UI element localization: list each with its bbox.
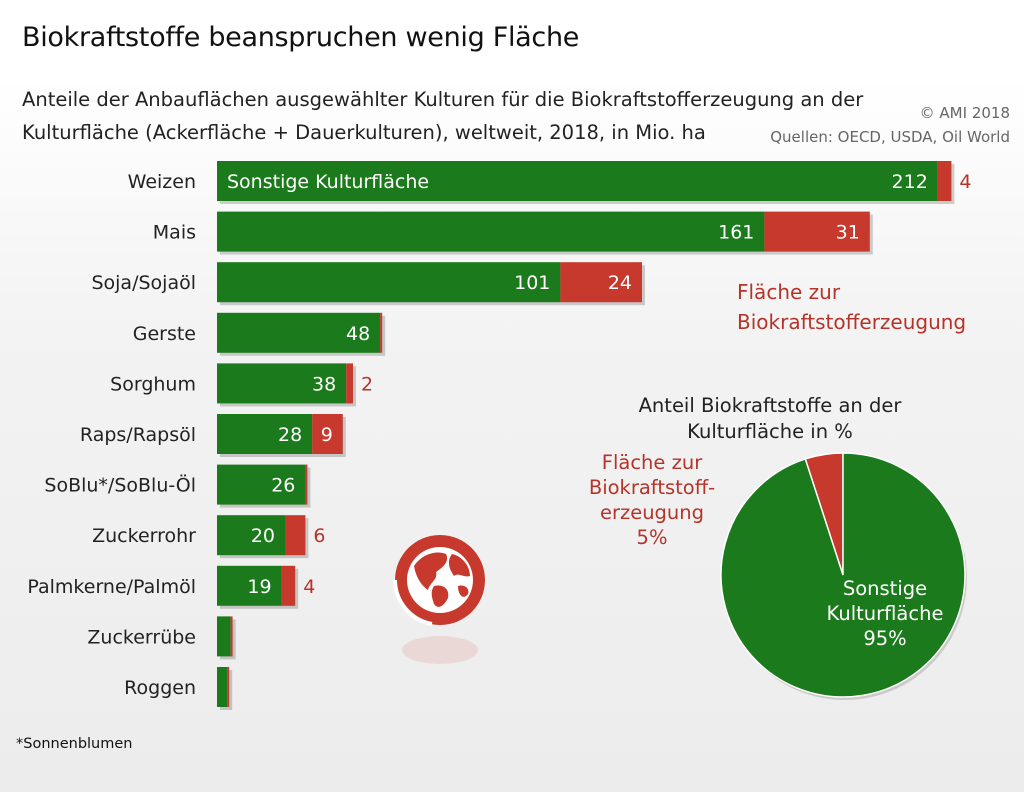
bar-biofuel-area [560, 262, 642, 303]
bar-row: Sorghum 38 2 [110, 363, 373, 407]
bar-other-area [217, 312, 381, 353]
value-label-other: 48 [346, 323, 370, 345]
bar-row: Zuckerrohr 20 6 [92, 515, 325, 559]
value-label-other: 26 [271, 475, 295, 497]
bar-row: Roggen [124, 667, 233, 710]
bar-other-area [217, 616, 231, 657]
bar-other-area [217, 667, 228, 707]
pie-title-line2: Kulturfläche in % [687, 420, 853, 443]
chart-subtitle-line1: Anteile der Anbauflächen ausgewählter Ku… [22, 88, 864, 111]
bar-biofuel-area [227, 667, 230, 707]
bar-biofuel-area [764, 211, 870, 252]
value-label-other: 19 [247, 576, 271, 598]
bar-other-area [217, 515, 285, 556]
bar-row: Gerste 48 [133, 312, 386, 356]
category-label: Roggen [124, 677, 196, 699]
bar-other-area [217, 565, 282, 606]
bar-biofuel-area [937, 161, 952, 201]
value-label-biofuel: 4 [959, 171, 971, 193]
sources-note: Quellen: OECD, USDA, Oil World [770, 128, 1010, 146]
pie-slice-other [720, 452, 966, 698]
category-label: Sorghum [110, 373, 196, 395]
category-label: SoBlu*/SoBlu-Öl [44, 474, 196, 497]
bar-row: Weizen 212 4 [128, 161, 971, 204]
footnote: *Sonnenblumen [16, 736, 133, 752]
chart-title: Biokraftstoffe beanspruchen wenig Fläche [22, 22, 580, 53]
bar-row: Mais 161 31 [153, 211, 873, 255]
bar-row: SoBlu*/SoBlu-Öl 26 [44, 464, 311, 508]
bar-biofuel-area [312, 414, 343, 454]
bar-row: Zuckerrübe [87, 616, 236, 660]
value-label-other: 161 [718, 222, 754, 244]
legend-other-label: Sonstige Kulturfläche [227, 171, 429, 193]
value-label-other: 212 [892, 171, 928, 193]
bar-other-area [217, 414, 313, 454]
category-label: Mais [153, 222, 196, 244]
category-label: Soja/Sojaöl [91, 272, 196, 294]
bar-other-area [217, 363, 347, 404]
pie-label-other: Sonstige [843, 577, 927, 600]
value-label-other: 38 [312, 373, 336, 395]
bar-biofuel-area [230, 616, 233, 657]
category-label: Zuckerrübe [87, 626, 196, 648]
bar-biofuel-area [346, 363, 353, 404]
pie-title-line1: Anteil Biokraftstoffe an der [639, 394, 903, 417]
bar-row: Palmkerne/Palmöl 19 4 [27, 565, 315, 609]
copyright-note: © AMI 2018 [919, 104, 1010, 122]
bar-other-area [217, 262, 561, 303]
bar-biofuel-area [305, 464, 308, 505]
category-label: Palmkerne/Palmöl [27, 576, 196, 598]
legend-biofuel-line2: Biokraftstofferzeugung [737, 310, 966, 334]
value-label-other: 20 [251, 525, 275, 547]
value-label-other: 101 [514, 272, 550, 294]
pie-label-biofuel: erzeugung [600, 501, 704, 524]
category-label: Raps/Rapsöl [80, 424, 196, 446]
bar-row: Raps/Rapsöl 28 9 [80, 414, 346, 457]
pie-label-other: Kulturfläche [827, 602, 944, 625]
value-label-biofuel: 31 [836, 222, 860, 244]
pie-label-biofuel: Fläche zur [602, 451, 703, 474]
bar-other-area [217, 464, 306, 505]
bar-biofuel-area [380, 312, 383, 353]
chart-subtitle-line2: Kulturfläche (Ackerfläche + Dauerkulture… [22, 121, 706, 144]
bar-biofuel-area [281, 565, 296, 606]
value-label-biofuel: 4 [303, 576, 315, 598]
value-label-biofuel: 6 [313, 525, 325, 547]
value-label-other: 28 [278, 424, 302, 446]
bar-biofuel-area [285, 515, 306, 556]
value-label-biofuel: 24 [608, 272, 632, 294]
pie-label-biofuel: 5% [637, 526, 668, 549]
value-label-biofuel: 9 [321, 424, 333, 446]
bar-other-area [217, 211, 765, 252]
category-label: Gerste [133, 323, 196, 345]
category-label: Weizen [128, 171, 196, 193]
pie-label-other: 95% [863, 627, 906, 650]
bar-row: Soja/Sojaöl 101 24 [91, 262, 645, 306]
globe-icon [393, 535, 485, 664]
bar-other-area [217, 161, 938, 201]
legend-biofuel-line1: Fläche zur [737, 280, 841, 304]
value-label-biofuel: 2 [361, 373, 373, 395]
pie-chart: Anteil Biokraftstoffe an der Kulturfläche… [589, 394, 967, 700]
category-label: Zuckerrohr [92, 525, 196, 547]
pie-label-biofuel: Biokraftstoff- [589, 476, 715, 499]
